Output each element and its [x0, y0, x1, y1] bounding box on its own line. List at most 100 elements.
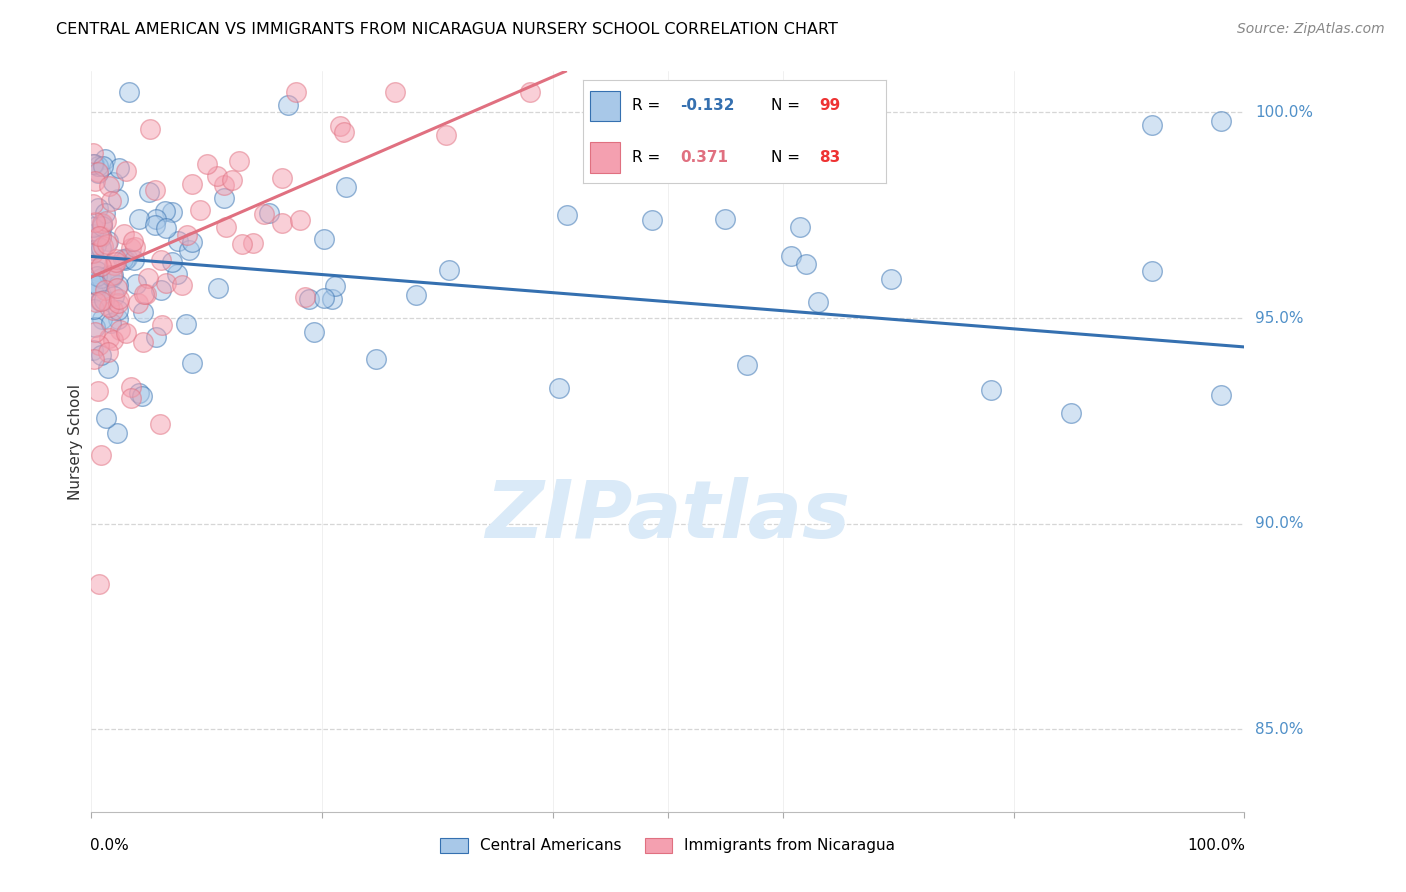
- Point: [214, 178, 236, 193]
- Point: [87, 201, 110, 215]
- Point: [271, 170, 294, 185]
- Point: [779, 249, 801, 263]
- Point: [176, 227, 198, 242]
- Point: [188, 202, 211, 217]
- Point: [880, 271, 903, 285]
- Point: [97, 179, 120, 194]
- Point: [105, 255, 128, 269]
- Point: [221, 172, 243, 186]
- Point: [101, 333, 124, 347]
- Point: [1060, 407, 1083, 421]
- Point: [128, 212, 150, 227]
- Point: [138, 186, 160, 200]
- Point: [108, 293, 131, 307]
- Point: [94, 152, 117, 166]
- Point: [177, 243, 200, 257]
- Point: [90, 217, 112, 231]
- Point: [120, 240, 142, 254]
- Point: [114, 253, 136, 268]
- Point: [1211, 113, 1233, 128]
- Y-axis label: Nursery School: Nursery School: [67, 384, 83, 500]
- Point: [86, 277, 108, 292]
- Point: [101, 302, 124, 317]
- Point: [83, 302, 105, 317]
- Point: [105, 426, 128, 441]
- Point: [82, 157, 104, 171]
- Text: N =: N =: [770, 98, 800, 113]
- Point: [103, 258, 125, 272]
- Point: [162, 205, 184, 219]
- Point: [1140, 118, 1163, 132]
- Point: [84, 295, 107, 310]
- Point: [97, 345, 120, 359]
- Point: [314, 232, 336, 246]
- Point: [93, 293, 115, 307]
- Point: [257, 206, 280, 220]
- Point: [84, 174, 107, 188]
- Point: [86, 159, 108, 173]
- Point: [612, 85, 634, 99]
- Point: [94, 411, 117, 425]
- Text: 0.0%: 0.0%: [90, 838, 129, 853]
- Point: [93, 206, 115, 220]
- Point: [82, 285, 104, 299]
- Point: [91, 159, 114, 173]
- Point: [83, 325, 105, 339]
- Point: [314, 291, 336, 305]
- Point: [87, 166, 110, 180]
- Point: [82, 227, 104, 241]
- Point: [298, 292, 321, 306]
- Point: [138, 270, 160, 285]
- Point: [86, 257, 108, 271]
- Point: [100, 316, 122, 330]
- Point: [980, 383, 1002, 397]
- Text: ZIPatlas: ZIPatlas: [485, 476, 851, 555]
- Point: [103, 289, 125, 303]
- Point: [91, 219, 114, 233]
- Point: [155, 276, 177, 290]
- Point: [153, 204, 176, 219]
- Point: [90, 216, 112, 230]
- Point: [134, 287, 156, 301]
- Point: [84, 276, 107, 290]
- Point: [101, 268, 124, 282]
- Point: [228, 154, 250, 169]
- Point: [735, 358, 758, 372]
- Point: [90, 293, 112, 308]
- Point: [127, 295, 149, 310]
- Point: [207, 281, 229, 295]
- Point: [115, 326, 138, 341]
- Point: [101, 270, 124, 285]
- Text: 95.0%: 95.0%: [1256, 310, 1303, 326]
- Point: [124, 253, 146, 268]
- Point: [89, 338, 111, 352]
- Point: [97, 234, 120, 248]
- Point: [89, 348, 111, 362]
- Point: [91, 239, 114, 253]
- Point: [86, 264, 108, 278]
- Point: [107, 302, 129, 317]
- Point: [107, 296, 129, 310]
- Point: [405, 288, 427, 302]
- Text: 100.0%: 100.0%: [1256, 105, 1313, 120]
- Point: [124, 240, 146, 254]
- Point: [145, 211, 167, 226]
- Point: [789, 219, 811, 234]
- Point: [112, 227, 135, 241]
- Point: [143, 183, 166, 197]
- Point: [107, 277, 129, 292]
- Point: [366, 352, 388, 367]
- Point: [329, 120, 352, 134]
- Point: [94, 214, 117, 228]
- Point: [207, 169, 229, 183]
- Point: [294, 290, 316, 304]
- Point: [97, 268, 120, 282]
- Point: [90, 260, 112, 274]
- Point: [335, 179, 357, 194]
- Point: [172, 278, 194, 293]
- Text: 100.0%: 100.0%: [1188, 838, 1246, 853]
- Text: 83: 83: [820, 150, 841, 165]
- Text: N =: N =: [770, 150, 800, 165]
- Point: [332, 126, 354, 140]
- Point: [125, 277, 148, 292]
